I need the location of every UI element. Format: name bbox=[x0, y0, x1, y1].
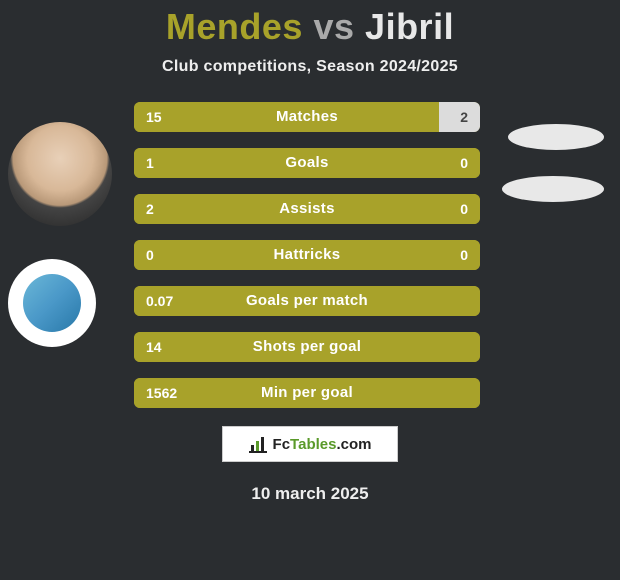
player1-avatar bbox=[8, 122, 112, 226]
brand-badge[interactable]: FcTables.com bbox=[222, 426, 398, 462]
stat-row: 00Hattricks bbox=[0, 240, 620, 270]
stat-label: Goals per match bbox=[134, 286, 480, 316]
stat-label: Assists bbox=[134, 194, 480, 224]
stat-label: Shots per goal bbox=[134, 332, 480, 362]
brand-tables: Tables bbox=[290, 436, 336, 453]
stat-bar: 0.07Goals per match bbox=[134, 286, 480, 316]
stat-bar: 1562Min per goal bbox=[134, 378, 480, 408]
stat-row: 1562Min per goal bbox=[0, 378, 620, 408]
stat-row: 14Shots per goal bbox=[0, 332, 620, 362]
stat-bar: 10Goals bbox=[134, 148, 480, 178]
stat-label: Hattricks bbox=[134, 240, 480, 270]
stat-label: Min per goal bbox=[134, 378, 480, 408]
stat-label: Goals bbox=[134, 148, 480, 178]
stat-label: Matches bbox=[134, 102, 480, 132]
brand-fc: Fc bbox=[273, 436, 291, 453]
stat-bar: 14Shots per goal bbox=[134, 332, 480, 362]
stat-bar: 20Assists bbox=[134, 194, 480, 224]
stat-bar: 152Matches bbox=[134, 102, 480, 132]
brand-dotcom: .com bbox=[336, 436, 371, 453]
page-title: Mendes vs Jibril bbox=[0, 0, 620, 48]
club-badge-icon bbox=[23, 274, 81, 332]
player2-name: Jibril bbox=[365, 6, 454, 47]
subtitle: Club competitions, Season 2024/2025 bbox=[0, 58, 620, 76]
player2-avatar bbox=[508, 124, 604, 150]
vs-text: vs bbox=[313, 6, 354, 47]
chart-icon bbox=[249, 435, 267, 453]
stat-bar: 00Hattricks bbox=[134, 240, 480, 270]
date-text: 10 march 2025 bbox=[0, 484, 620, 504]
player1-name: Mendes bbox=[166, 6, 303, 47]
player1-club-logo bbox=[8, 259, 96, 347]
player2-club-logo bbox=[502, 176, 604, 202]
